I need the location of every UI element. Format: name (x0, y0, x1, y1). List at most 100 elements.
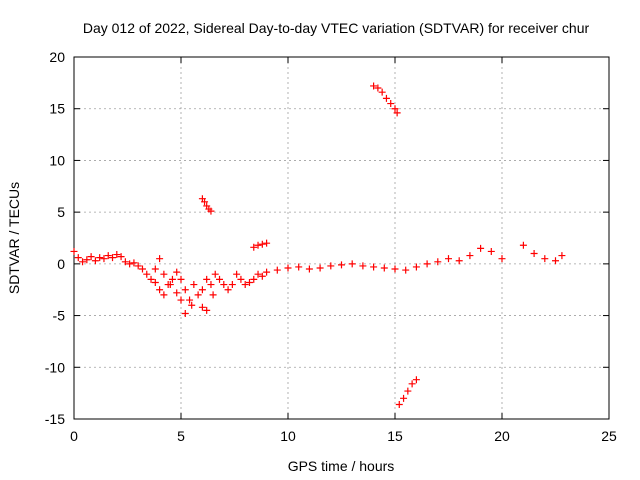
x-tick-label: 15 (387, 428, 403, 444)
data-point (87, 253, 95, 261)
data-point (91, 257, 99, 265)
data-point (393, 109, 401, 117)
data-point (519, 241, 527, 249)
data-point (156, 255, 164, 263)
data-point (412, 376, 420, 384)
data-point (181, 310, 189, 318)
data-point (100, 255, 108, 263)
y-tick-label: 10 (49, 152, 65, 168)
data-point (228, 281, 236, 289)
data-point (273, 266, 281, 274)
series-arc-6h (198, 195, 215, 215)
data-point (134, 262, 142, 270)
data-point (408, 380, 416, 388)
data-point (79, 258, 87, 266)
data-point (233, 270, 241, 278)
data-point (250, 243, 258, 251)
series-outliers (151, 278, 217, 318)
data-point (400, 394, 408, 402)
data-point (254, 270, 262, 278)
data-point (121, 258, 129, 266)
x-tick-label: 10 (280, 428, 296, 444)
series-arc-8-5h (250, 239, 271, 251)
data-point (147, 275, 155, 283)
data-point (168, 275, 176, 283)
data-point (263, 239, 271, 247)
data-point (412, 263, 420, 271)
data-point (241, 281, 249, 289)
data-point (391, 105, 399, 113)
data-point (117, 253, 125, 261)
data-point (466, 252, 474, 260)
data-point (173, 289, 181, 297)
y-tick-label: 20 (49, 49, 65, 65)
data-point (138, 265, 146, 273)
data-point (166, 281, 174, 289)
data-point (348, 260, 356, 268)
y-tick-label: 5 (57, 204, 65, 220)
data-point (359, 262, 367, 270)
data-point (126, 260, 134, 268)
data-point (160, 291, 168, 299)
x-axis-label: GPS time / hours (288, 458, 395, 474)
data-point (530, 250, 538, 258)
y-tick-label: 0 (57, 256, 65, 272)
data-point (498, 255, 506, 263)
data-point (209, 291, 217, 299)
data-point (201, 198, 209, 206)
data-point (216, 275, 224, 283)
data-point (151, 265, 159, 273)
data-point (160, 270, 168, 278)
data-point (188, 301, 196, 309)
data-point (190, 281, 198, 289)
data-point (378, 88, 386, 96)
data-points (70, 82, 566, 409)
data-point (445, 255, 452, 263)
data-point (402, 266, 410, 274)
data-point (203, 275, 211, 283)
data-point (258, 240, 266, 248)
series-upper-arc-14h (370, 82, 401, 117)
data-point (156, 286, 164, 294)
data-point (181, 286, 189, 294)
y-tick-label: 15 (49, 101, 65, 117)
x-tick-label: 0 (70, 428, 78, 444)
data-point (250, 275, 258, 283)
data-point (316, 264, 324, 272)
x-tick-label: 5 (177, 428, 185, 444)
data-point (370, 263, 378, 271)
axes-ticks: 0 5 10 15 20 25 -15 -10 -5 0 5 10 15 20 (45, 49, 617, 444)
series-lower-arc-15h (395, 376, 420, 409)
data-point (207, 281, 215, 289)
data-point (258, 272, 266, 280)
data-point (177, 275, 185, 283)
data-point (552, 257, 559, 265)
data-point (70, 247, 78, 255)
data-point (109, 254, 117, 262)
x-tick-label: 20 (494, 428, 510, 444)
data-point (173, 268, 181, 276)
data-point (186, 296, 194, 304)
data-point (327, 262, 335, 270)
data-point (541, 255, 549, 263)
data-point (404, 387, 412, 395)
data-point (74, 254, 82, 262)
data-point (284, 264, 292, 272)
data-point (113, 251, 121, 259)
data-point (96, 254, 104, 262)
data-point (83, 256, 91, 264)
data-point (423, 260, 431, 268)
data-point (207, 207, 215, 215)
data-point (245, 278, 253, 286)
grid (74, 57, 609, 419)
y-axis-label: SDTVAR / TECUs (6, 182, 22, 294)
y-tick-label: -5 (53, 308, 66, 324)
y-tick-label: -10 (45, 359, 65, 375)
data-point (455, 257, 463, 265)
data-point (434, 258, 442, 266)
data-point (194, 291, 202, 299)
data-point (198, 303, 206, 311)
data-point (387, 100, 395, 108)
data-point (382, 94, 390, 102)
